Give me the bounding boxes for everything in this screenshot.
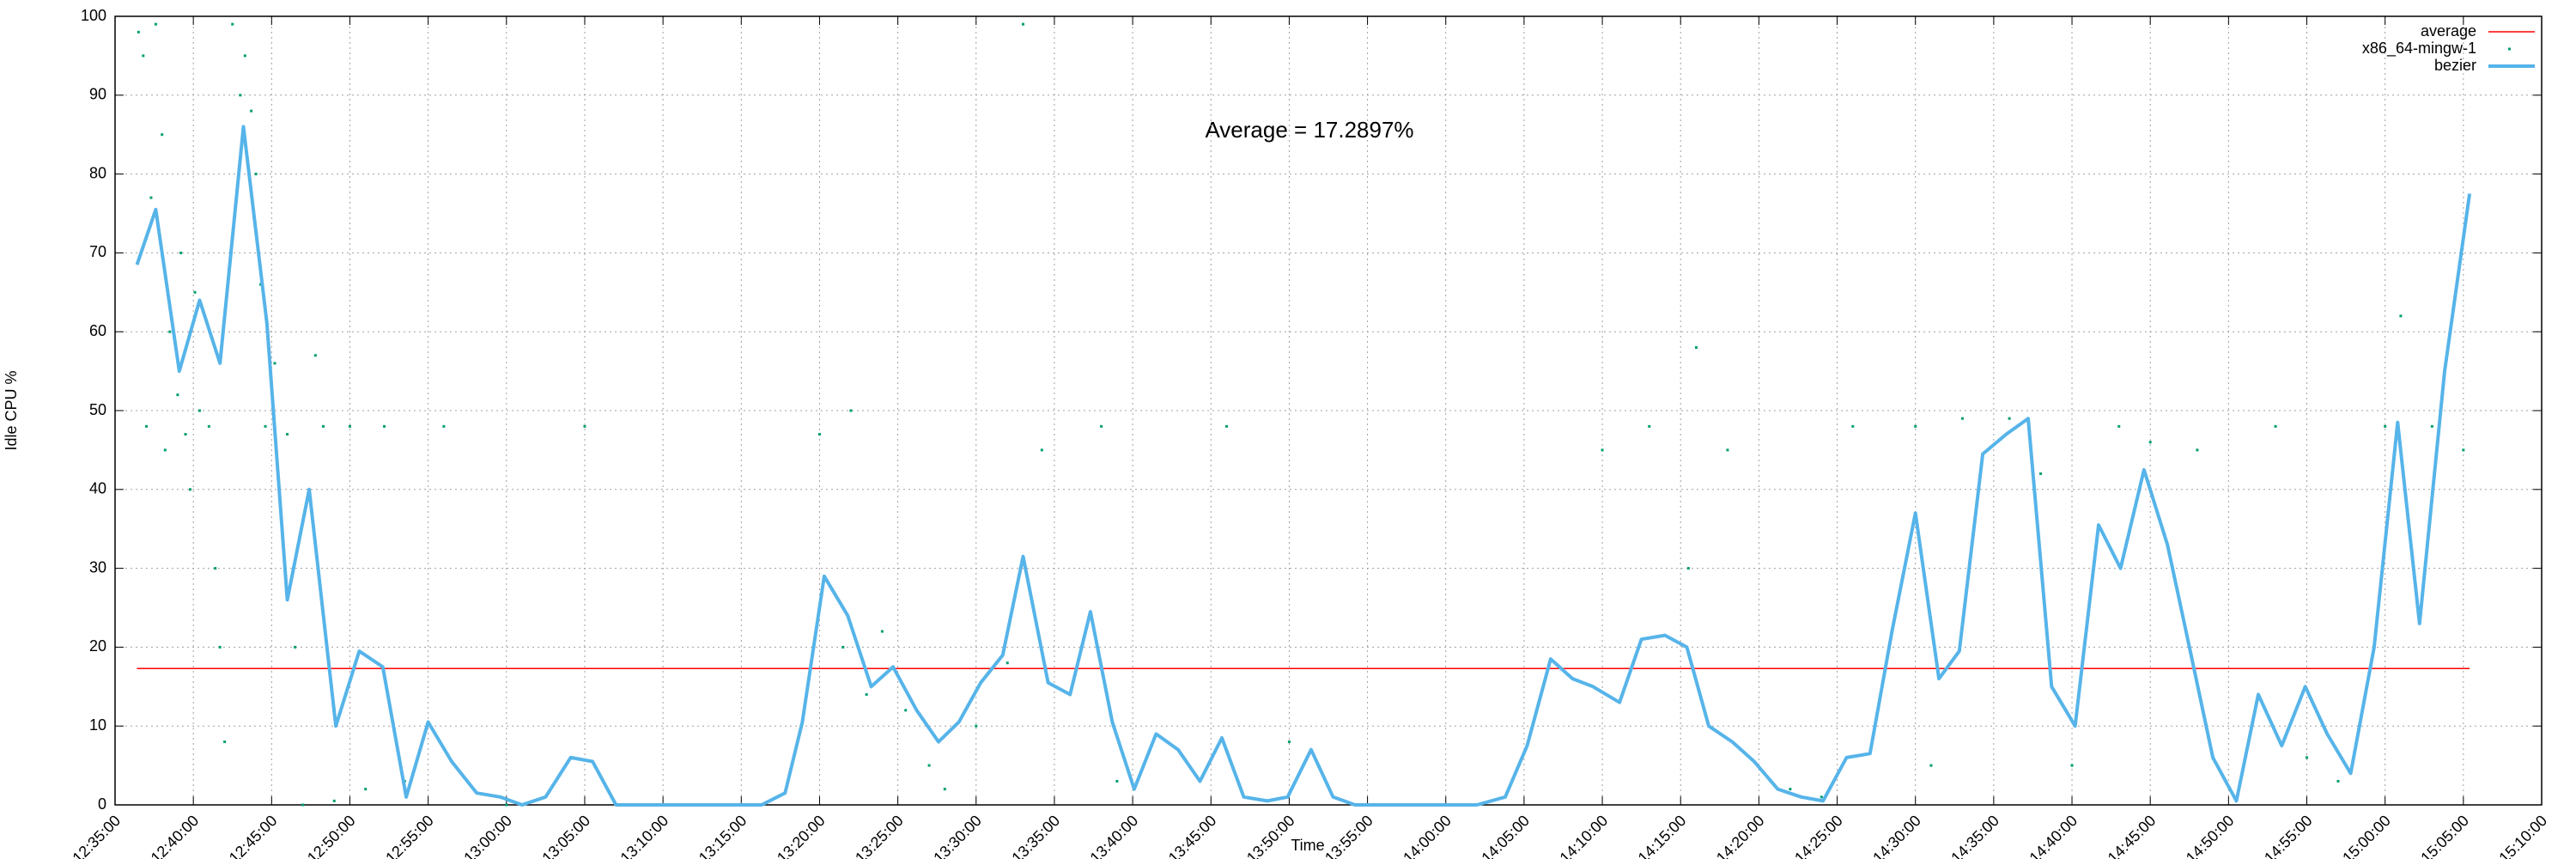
scatter-point — [2196, 448, 2199, 452]
scatter-point — [154, 22, 157, 26]
scatter-point — [2462, 448, 2465, 452]
legend-label: average — [2421, 22, 2476, 40]
scatter-point — [321, 424, 325, 428]
scatter-point — [442, 424, 446, 428]
y-tick-label: 10 — [89, 716, 106, 734]
scatter-point — [1914, 424, 1917, 428]
scatter-point — [144, 424, 148, 428]
scatter-point — [1100, 424, 1103, 428]
scatter-point — [1929, 764, 1933, 767]
scatter-point — [179, 251, 183, 254]
scatter-point — [1115, 779, 1119, 783]
scatter-point — [294, 645, 297, 649]
scatter-point — [149, 196, 153, 199]
scatter-point — [1820, 795, 1823, 799]
scatter-point — [223, 740, 227, 744]
scatter-point — [975, 724, 978, 728]
y-tick-label: 50 — [89, 401, 106, 418]
scatter-point — [583, 424, 586, 428]
scatter-point — [505, 803, 508, 807]
scatter-point — [286, 433, 289, 436]
scatter-point — [142, 54, 145, 58]
scatter-point — [1686, 567, 1690, 570]
y-tick-label: 80 — [89, 164, 106, 181]
scatter-point — [2384, 424, 2387, 428]
scatter-point — [2306, 756, 2309, 759]
scatter-point — [364, 788, 368, 791]
scatter-point — [332, 799, 336, 802]
plot-frame — [114, 15, 2543, 806]
scatter-point — [231, 22, 234, 26]
scatter-point — [2070, 764, 2074, 767]
scatter-point — [2399, 314, 2403, 318]
scatter-point — [197, 409, 201, 412]
scatter-point — [184, 433, 187, 436]
scatter-point — [214, 567, 217, 570]
scatter-point — [1789, 788, 1792, 791]
scatter-point — [348, 424, 351, 428]
y-axis-label: Idle CPU % — [3, 370, 20, 450]
legend-label: x86_64-mingw-1 — [2362, 40, 2476, 58]
scatter-point — [943, 788, 946, 791]
scatter-point — [1726, 448, 1729, 452]
scatter-point — [313, 354, 317, 357]
scatter-point — [1287, 740, 1291, 744]
scatter-point — [2148, 441, 2152, 444]
scatter-point — [1005, 661, 1009, 665]
scatter-point — [2430, 424, 2433, 428]
scatter-point — [176, 393, 179, 397]
scatter-point — [193, 290, 197, 294]
scatter-point — [1021, 22, 1024, 26]
scatter-point — [1851, 424, 1855, 428]
scatter-point — [927, 764, 931, 767]
scatter-point — [2008, 417, 2011, 420]
scatter-point — [1040, 448, 1043, 452]
scatter-point — [254, 173, 258, 176]
scatter-point — [264, 424, 267, 428]
scatter-point — [1960, 417, 1964, 420]
scatter-point — [1648, 424, 1651, 428]
y-tick-label: 60 — [89, 322, 106, 339]
scatter-point — [137, 30, 140, 34]
scatter-point — [1224, 424, 1228, 428]
annotation: Average = 17.2897% — [1205, 117, 1413, 143]
scatter-point — [218, 645, 222, 649]
scatter-point — [189, 488, 192, 491]
legend-swatch — [2508, 47, 2511, 51]
scatter-point — [817, 433, 821, 436]
scatter-point — [161, 133, 164, 137]
scatter-point — [301, 803, 305, 807]
scatter-point — [250, 109, 253, 113]
scatter-point — [168, 330, 172, 333]
data-line — [135, 125, 2472, 807]
scatter-point — [207, 424, 210, 428]
scatter-point — [1601, 448, 1604, 452]
scatter-point — [243, 54, 246, 58]
y-tick-label: 40 — [89, 480, 106, 497]
x-axis-label: Time — [1291, 837, 1324, 854]
scatter-point — [2117, 424, 2121, 428]
scatter-point — [904, 709, 908, 712]
scatter-point — [163, 448, 167, 452]
scatter-point — [2336, 779, 2340, 783]
y-tick-label: 30 — [89, 558, 106, 576]
scatter-point — [849, 409, 853, 412]
scatter-point — [880, 630, 884, 633]
scatter-point — [865, 692, 868, 696]
legend-label: bezier — [2434, 57, 2476, 74]
y-tick-label: 70 — [89, 243, 106, 260]
scatter-point — [383, 424, 386, 428]
scatter-point — [841, 645, 845, 649]
scatter-point — [2274, 424, 2277, 428]
y-tick-label: 0 — [98, 795, 106, 813]
scatter-point — [2039, 472, 2043, 475]
y-tick-label: 20 — [89, 637, 106, 655]
y-tick-label: 90 — [89, 86, 106, 103]
scatter-point — [273, 362, 276, 365]
scatter-point — [1694, 346, 1698, 350]
scatter-point — [239, 94, 242, 97]
y-tick-label: 100 — [81, 7, 106, 24]
